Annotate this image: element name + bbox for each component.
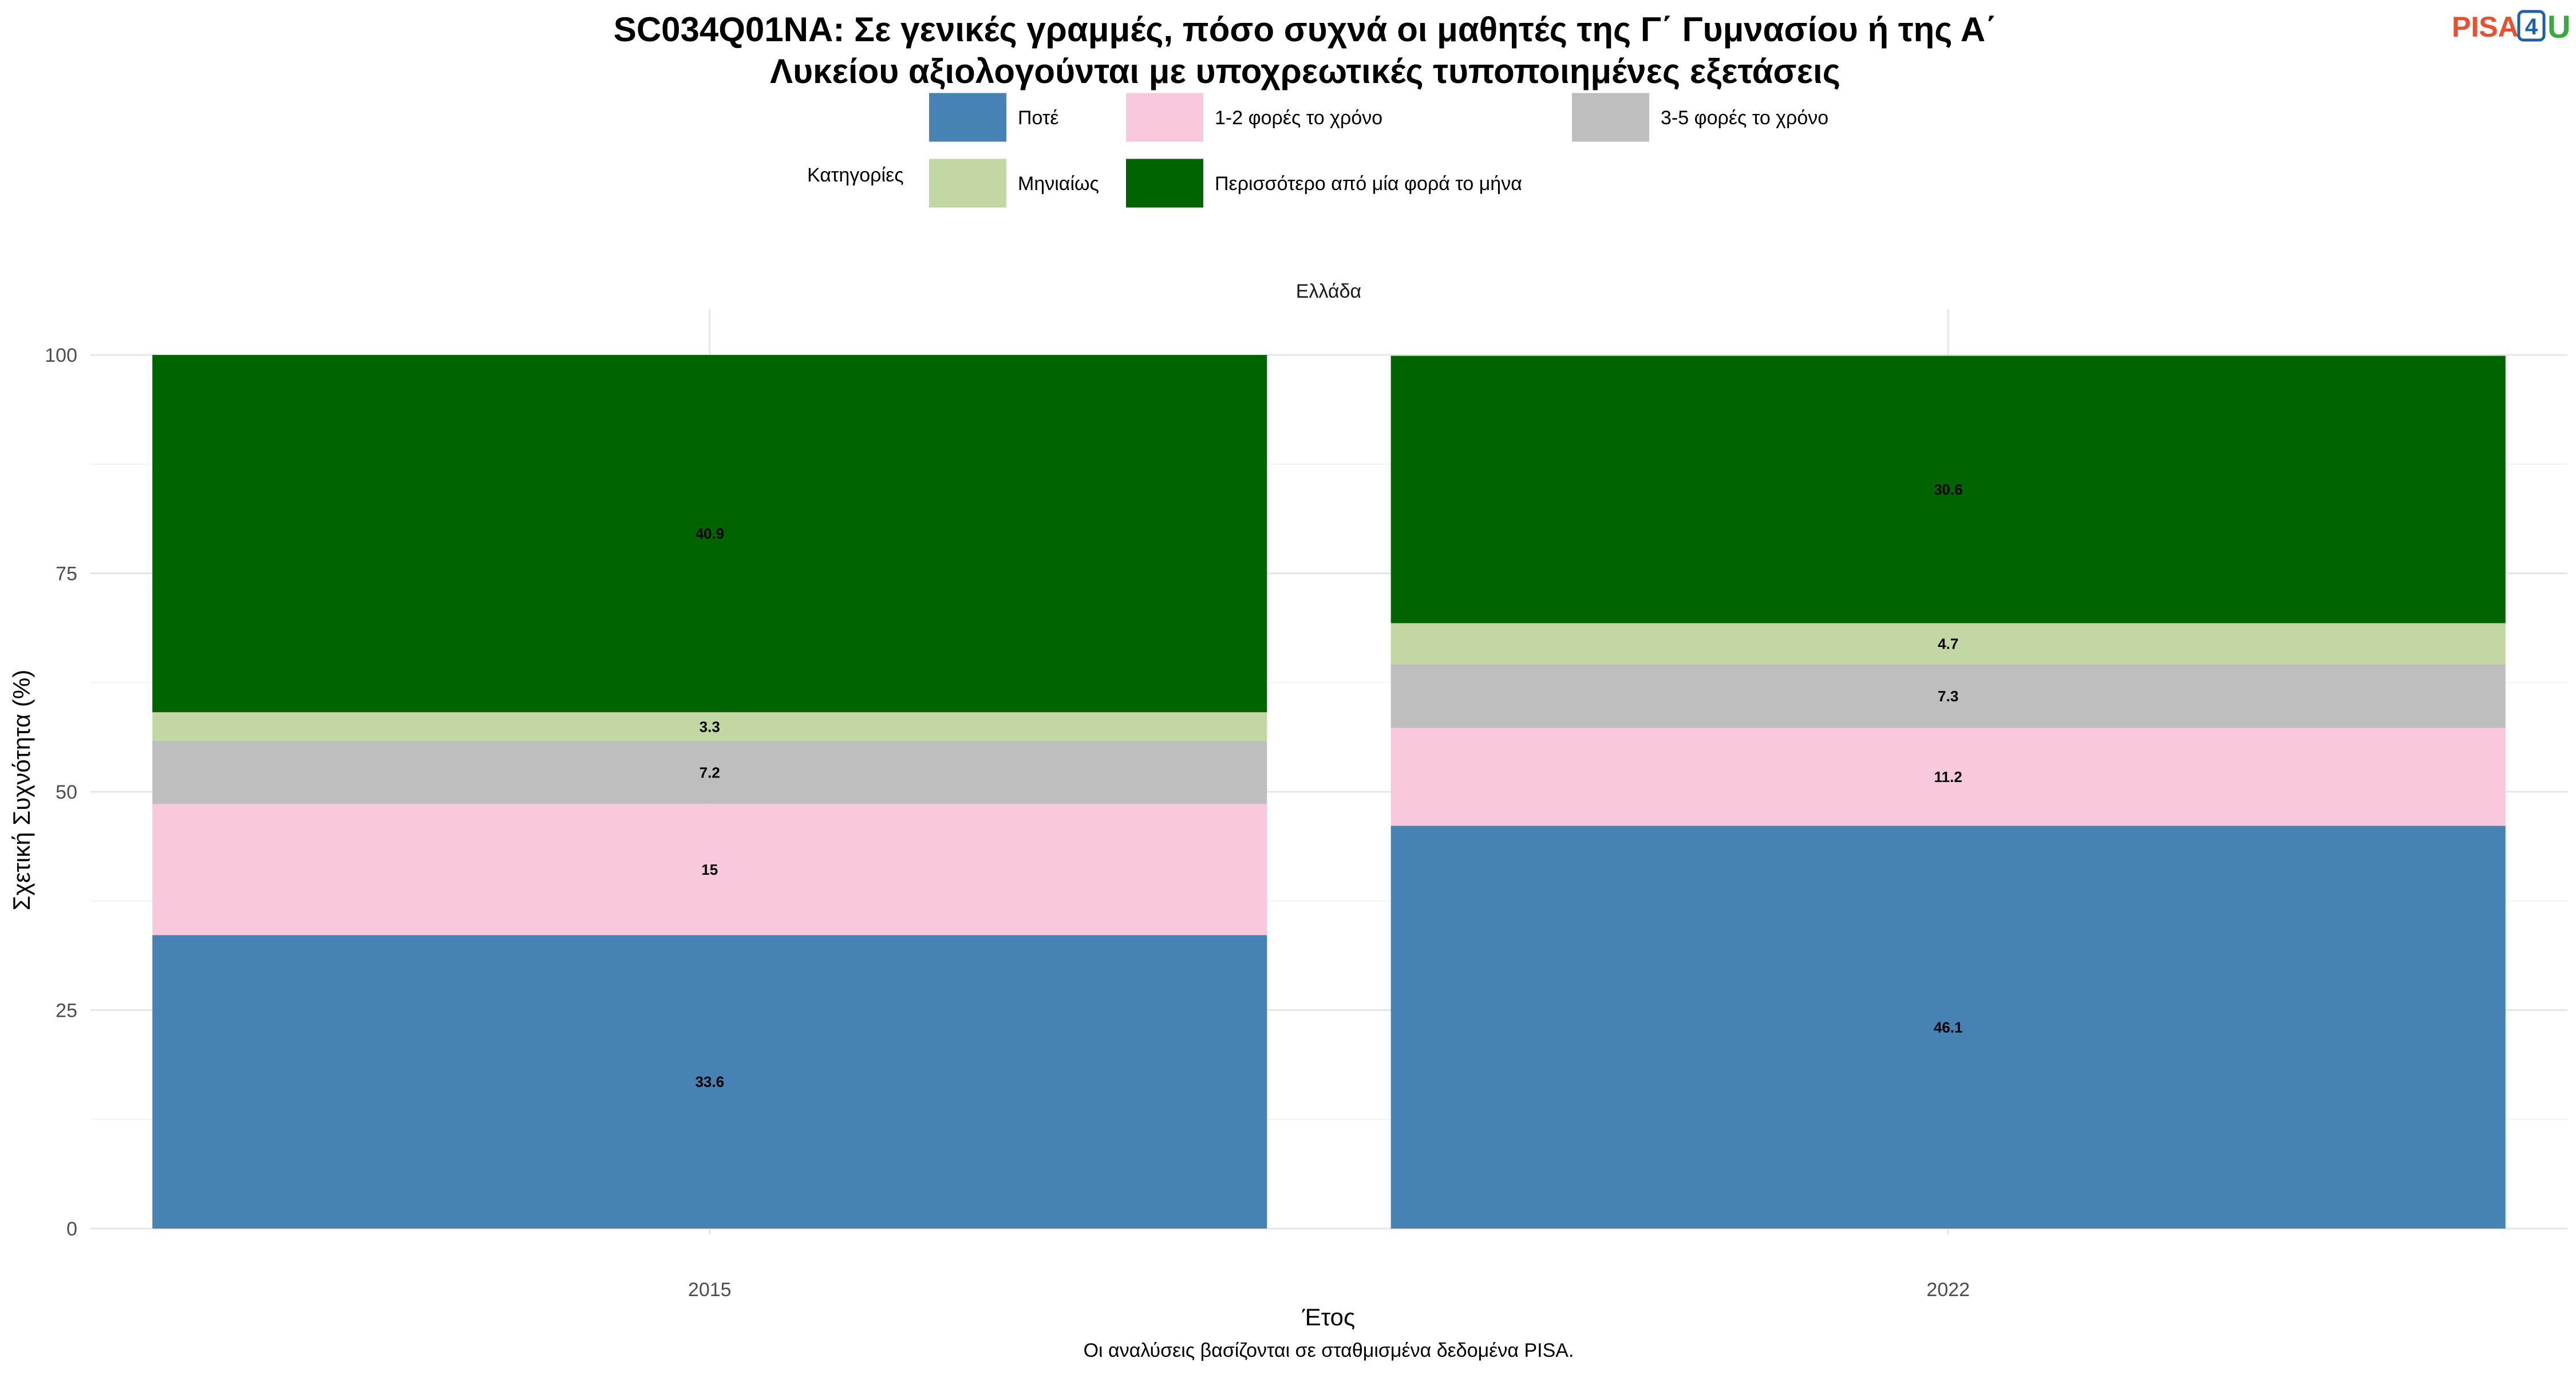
bar-value-label: 33.6 <box>695 1073 724 1091</box>
bar-value-label: 15 <box>701 861 718 878</box>
y-axis-title: Σχετική Συχνότητα (%) <box>8 670 35 911</box>
legend-key <box>1126 159 1203 208</box>
x-tick-label: 2022 <box>1926 1279 1970 1301</box>
legend: Κατηγορίες Ποτέ 1-2 φορές το χρόνο 3-5 φορ… <box>807 93 1828 208</box>
bar-value-label: 40.9 <box>695 525 724 542</box>
legend-key <box>929 159 1006 208</box>
logo-pisa-text: PISA <box>2452 11 2519 43</box>
y-tick-label: 100 <box>45 345 77 366</box>
x-axis-ticks: 2015 2022 <box>688 1279 1970 1301</box>
bars: 33.6 15 7.2 3.3 40.9 46.1 11.2 7.3 4.7 30.6 <box>152 355 2506 1229</box>
legend-key <box>929 93 1006 142</box>
pisa4u-logo: PISA 4 U <box>2452 9 2570 45</box>
facet-label: Ελλάδα <box>1296 281 1361 302</box>
legend-label: Περισσότερο από μία φορά το μήνα <box>1215 173 1522 195</box>
legend-label: 1-2 φορές το χρόνο <box>1215 107 1382 129</box>
legend-label: Ποτέ <box>1018 107 1059 129</box>
bar-value-label: 46.1 <box>1934 1018 1963 1036</box>
bar-value-label: 7.3 <box>1938 688 1958 705</box>
chart-title-line-2: Λυκείου αξιολογούνται με υποχρεωτικές τυ… <box>770 52 1840 90</box>
legend-label: Μηνιαίως <box>1018 173 1099 195</box>
bar-value-label: 7.2 <box>700 764 720 781</box>
bar-value-label: 3.3 <box>700 718 720 735</box>
x-tick-label: 2015 <box>688 1279 732 1301</box>
bar-segment <box>1390 826 2506 1229</box>
legend-key <box>1572 93 1649 142</box>
bar-value-label: 11.2 <box>1934 768 1962 785</box>
bar-value-label: 4.7 <box>1938 635 1958 652</box>
bar-segment <box>1390 664 2506 728</box>
caption: Οι αναλύσεις βασίζονται σε σταθμισμένα δ… <box>1084 1340 1574 1361</box>
x-axis-title: Έτος <box>1302 1304 1356 1330</box>
bar-segment <box>152 741 1267 804</box>
logo-four-box <box>2517 10 2546 42</box>
bar-segment <box>1390 356 2506 623</box>
logo-u-text: U <box>2547 9 2570 45</box>
legend-key <box>1126 93 1203 142</box>
bar-value-label: 30.6 <box>1934 481 1963 498</box>
bar-segment <box>152 355 1267 713</box>
y-tick-label: 50 <box>56 781 77 803</box>
bar-segment <box>152 804 1267 935</box>
legend-title: Κατηγορίες <box>807 164 904 186</box>
legend-label: 3-5 φορές το χρόνο <box>1661 107 1828 129</box>
bar-segment <box>1390 728 2506 826</box>
y-tick-label: 75 <box>56 563 77 585</box>
bar-segment <box>152 712 1267 741</box>
chart-title-line-1: SC034Q01NA: Σε γενικές γραμμές, πόσο συχ… <box>614 10 1997 49</box>
logo-four-text: 4 <box>2525 14 2538 40</box>
y-tick-label: 25 <box>56 1000 77 1022</box>
bar-segment <box>152 935 1267 1229</box>
y-tick-label: 0 <box>66 1218 77 1240</box>
bar-segment <box>1390 623 2506 665</box>
y-axis-ticks: 0 25 50 75 100 <box>45 345 77 1240</box>
